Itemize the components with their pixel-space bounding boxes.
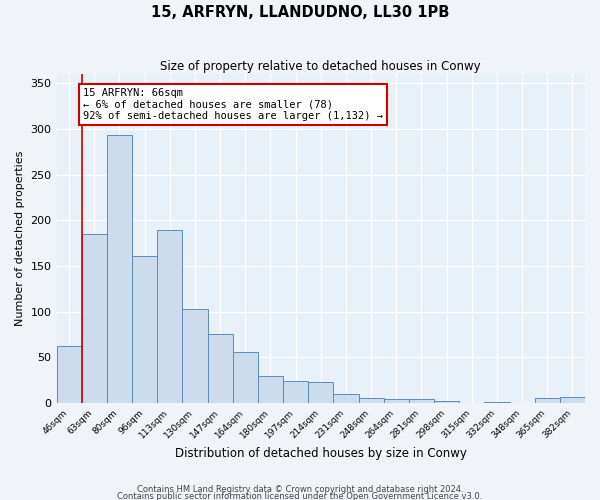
Bar — [132, 256, 157, 403]
Bar — [560, 396, 585, 403]
Bar — [182, 309, 208, 403]
Title: Size of property relative to detached houses in Conwy: Size of property relative to detached ho… — [160, 60, 481, 73]
Bar — [409, 398, 434, 403]
Text: Contains public sector information licensed under the Open Government Licence v3: Contains public sector information licen… — [118, 492, 482, 500]
Bar — [535, 398, 560, 403]
Bar — [233, 352, 258, 403]
Bar — [334, 394, 359, 403]
Y-axis label: Number of detached properties: Number of detached properties — [15, 151, 25, 326]
Bar — [82, 234, 107, 403]
Text: 15, ARFRYN, LLANDUDNO, LL30 1PB: 15, ARFRYN, LLANDUDNO, LL30 1PB — [151, 5, 449, 20]
Bar — [283, 381, 308, 403]
X-axis label: Distribution of detached houses by size in Conwy: Distribution of detached houses by size … — [175, 447, 467, 460]
Bar — [208, 334, 233, 403]
Text: Contains HM Land Registry data © Crown copyright and database right 2024.: Contains HM Land Registry data © Crown c… — [137, 486, 463, 494]
Bar — [56, 346, 82, 403]
Bar — [484, 402, 509, 403]
Bar — [359, 398, 383, 403]
Bar — [308, 382, 334, 403]
Bar — [258, 376, 283, 403]
Bar — [383, 400, 409, 403]
Bar — [107, 136, 132, 403]
Bar — [434, 402, 459, 403]
Text: 15 ARFRYN: 66sqm
← 6% of detached houses are smaller (78)
92% of semi-detached h: 15 ARFRYN: 66sqm ← 6% of detached houses… — [83, 88, 383, 121]
Bar — [157, 230, 182, 403]
